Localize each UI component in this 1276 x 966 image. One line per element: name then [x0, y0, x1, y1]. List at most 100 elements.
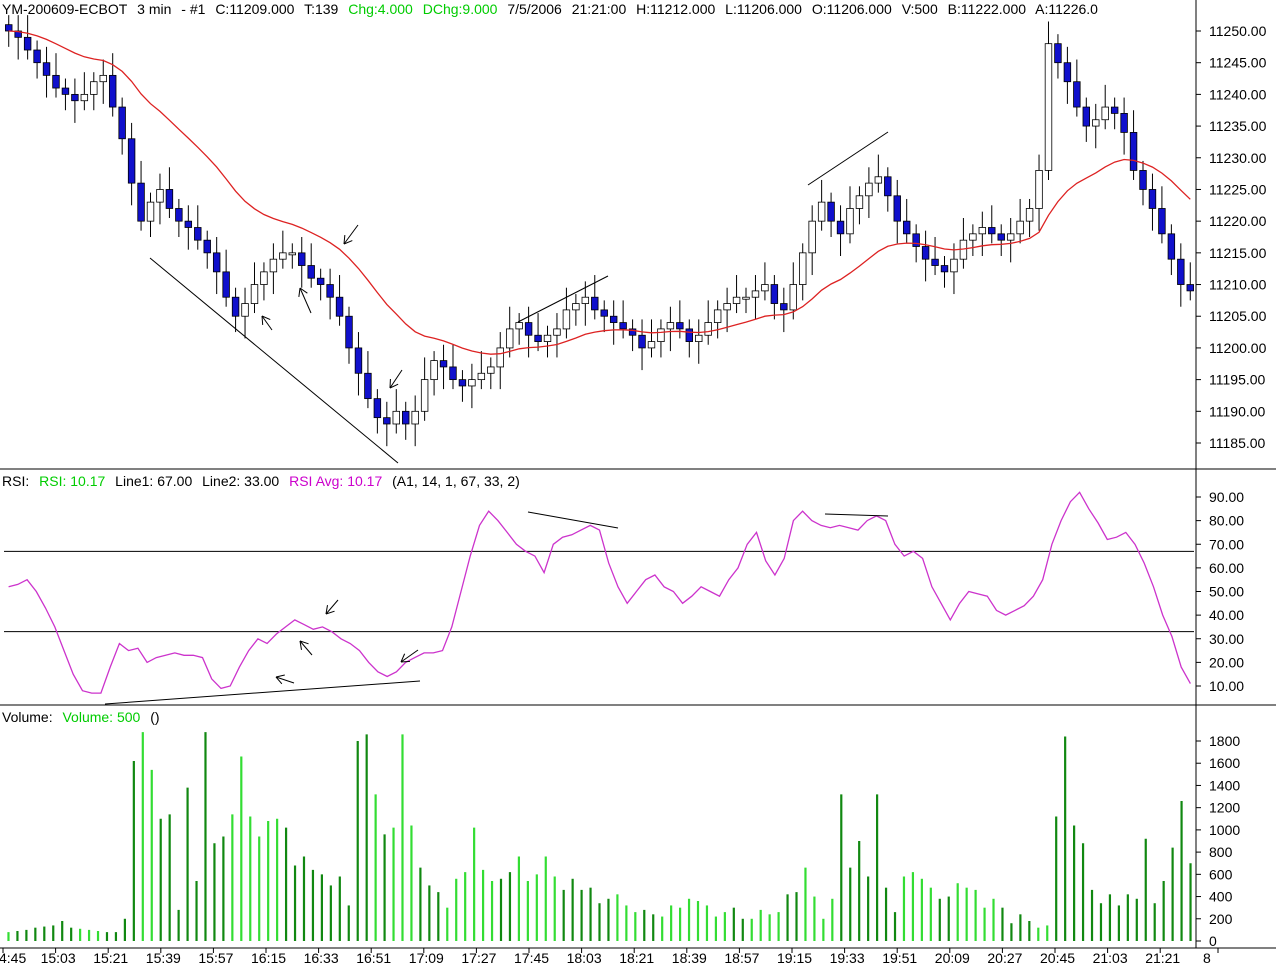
down-candle: [449, 366, 457, 381]
down-candle: [638, 334, 646, 349]
arrow-marker: [343, 224, 359, 245]
up-candle: [430, 360, 438, 381]
up-candle: [1006, 233, 1015, 241]
up-candle: [817, 201, 826, 222]
down-candle: [52, 74, 60, 89]
rsi-arrow-marker: [275, 674, 285, 678]
up-candle: [250, 284, 259, 304]
arrow-marker: [389, 383, 399, 389]
down-candle: [940, 265, 949, 273]
up-candle: [581, 296, 590, 304]
up-candle: [808, 220, 816, 254]
volume-tick-label: 600: [1209, 866, 1233, 882]
up-candle: [505, 328, 514, 349]
down-candle: [1110, 106, 1119, 114]
up-candle: [1016, 220, 1024, 235]
down-candle: [1129, 132, 1138, 171]
down-candle: [61, 87, 70, 95]
time-tick-label: 20:45: [1040, 950, 1075, 966]
time-tick-label: 18:39: [672, 950, 707, 966]
price-tick-label: 11205.00: [1209, 308, 1267, 324]
rsi-arrow-marker: [400, 649, 419, 663]
time-tick-label: 20:27: [987, 950, 1022, 966]
rsi-trendline: [104, 680, 421, 705]
up-candle: [99, 74, 107, 83]
price-tick-label: 11195.00: [1209, 372, 1266, 388]
down-candle: [591, 296, 599, 311]
time-tick-label: 17:09: [409, 950, 444, 966]
time-tick-label: 18:21: [619, 950, 654, 966]
down-candle: [676, 322, 684, 330]
up-candle: [751, 290, 760, 298]
price-tick-label: 11220.00: [1209, 213, 1267, 229]
price-trendline: [517, 275, 609, 323]
up-candle: [156, 189, 164, 203]
rsi-trendline: [824, 513, 889, 517]
rsi-arrow-marker: [400, 660, 411, 663]
up-candle: [269, 258, 278, 273]
up-candle: [1092, 119, 1100, 127]
arrow-marker: [389, 369, 403, 389]
up-candle: [732, 296, 741, 304]
date-label: 7/5/2006: [507, 1, 562, 17]
rsi-tick-label: 90.00: [1209, 489, 1244, 505]
rsi-trendline: [527, 511, 619, 529]
up-candle: [666, 322, 675, 330]
down-candle: [118, 106, 126, 140]
rsi-tick-label: 70.00: [1209, 536, 1244, 552]
up-candle: [279, 252, 287, 260]
down-candle: [345, 315, 353, 349]
up-candle: [572, 303, 580, 311]
up-candle: [723, 303, 731, 311]
down-candle: [1073, 81, 1081, 108]
rsi-tick-label: 30.00: [1209, 631, 1244, 647]
down-candle: [137, 182, 145, 222]
time-tick-label: 18:57: [724, 950, 759, 966]
down-candle: [42, 62, 51, 76]
down-candle: [439, 360, 448, 368]
down-candle: [997, 233, 1005, 241]
up-candle: [799, 252, 807, 285]
symbol-label: YM-200609-ECBOT: [2, 1, 128, 17]
price-tick-label: 11225.00: [1209, 181, 1267, 197]
down-candle: [335, 296, 344, 317]
up-candle: [846, 208, 854, 235]
up-candle: [704, 322, 712, 336]
price-tick-label: 11190.00: [1209, 403, 1266, 419]
rsi-arrow-marker: [299, 640, 313, 656]
down-candle: [619, 322, 627, 330]
down-candle: [921, 246, 930, 260]
down-candle: [184, 220, 193, 228]
down-candle: [383, 417, 391, 425]
rsi-params: (A1, 14, 1, 67, 33, 2): [392, 473, 520, 489]
high-label: H:11212.000: [636, 1, 716, 17]
down-candle: [307, 265, 315, 279]
close-label: C:11209.000: [215, 1, 295, 17]
up-candle: [855, 195, 864, 209]
rsi-line2: Line2: 33.00: [202, 473, 280, 489]
time-tick-label: 20:09: [935, 950, 970, 966]
down-candle: [902, 220, 911, 235]
down-candle: [1120, 113, 1128, 133]
time-tick-label: 16:51: [356, 950, 391, 966]
down-candle: [364, 372, 372, 400]
rsi-tick-label: 60.00: [1209, 560, 1244, 576]
rsi-line: [8, 491, 1191, 694]
up-candle: [1044, 43, 1053, 171]
up-candle: [496, 347, 504, 368]
interval-label: 3 min: [137, 1, 172, 17]
volume-tick-label: 200: [1209, 911, 1233, 927]
time-tick-label: 19:33: [830, 950, 865, 966]
up-candle: [1101, 106, 1109, 121]
rsi-arrow-marker: [325, 605, 328, 615]
up-candle: [789, 284, 797, 311]
open-label: O:11206.000: [811, 1, 892, 17]
down-candle: [458, 379, 467, 387]
price-tick-label: 11235.00: [1209, 118, 1267, 134]
price-tick-label: 11215.00: [1209, 245, 1267, 261]
low-label: L:11206.000: [725, 1, 802, 17]
arrow-marker: [261, 315, 264, 326]
up-candle: [543, 334, 552, 342]
rsi-line1: Line1: 67.00: [115, 473, 193, 489]
up-candle: [647, 341, 656, 349]
